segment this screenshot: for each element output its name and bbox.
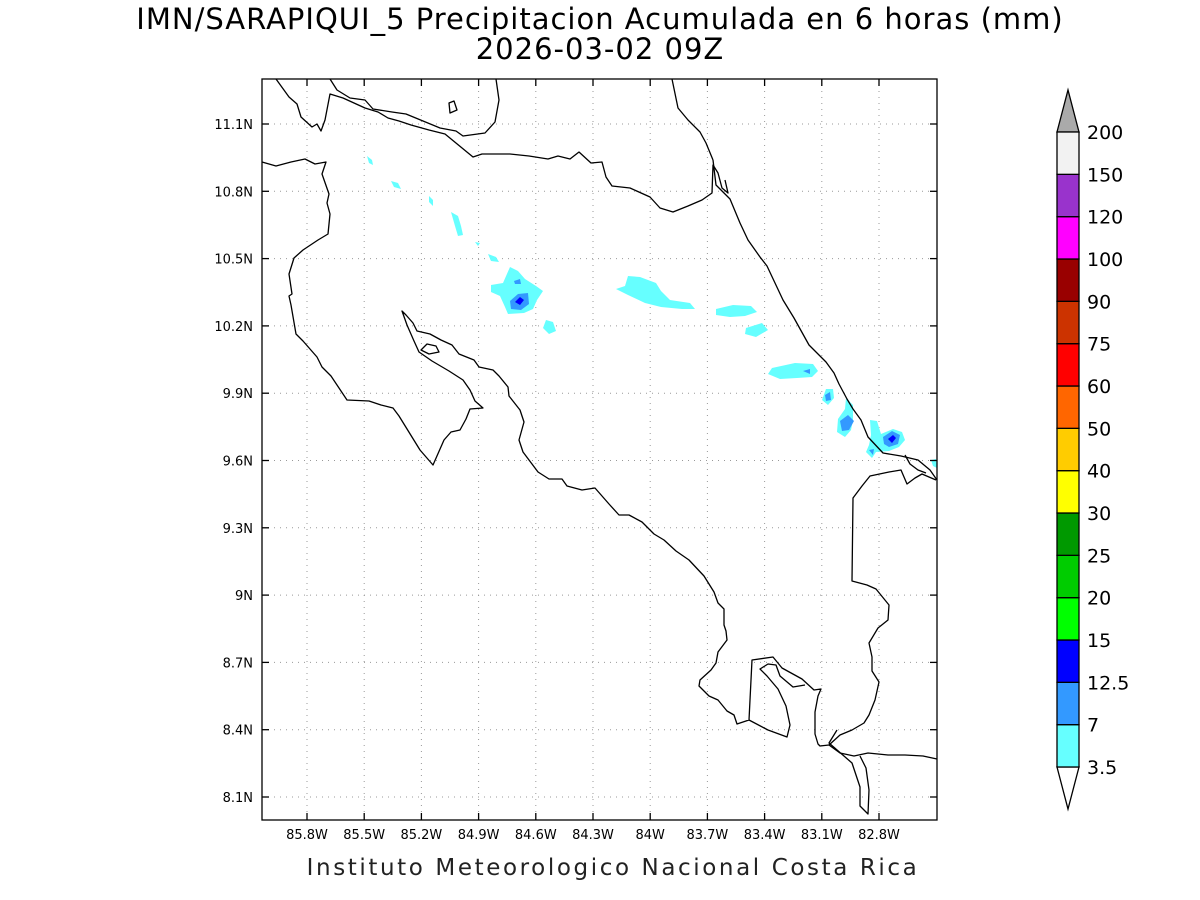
colorbar-label: 150 — [1087, 164, 1123, 186]
colorbar-label: 3.5 — [1087, 757, 1117, 779]
colorbar-swatch — [1056, 385, 1080, 429]
colorbar-max-arrow — [1056, 87, 1080, 133]
coastline — [261, 78, 938, 815]
lon-tick-label: 82.8W — [858, 828, 900, 843]
lon-tick-label: 83.7W — [686, 828, 728, 843]
lat-tick-label: 10.8N — [214, 185, 253, 200]
lat-tick-label: 8.4N — [223, 724, 253, 739]
lon-tick-label: 85.5W — [343, 828, 385, 843]
map-timestamp: 2026-03-02 09Z — [475, 32, 725, 66]
colorbar-label: 15 — [1087, 630, 1111, 652]
colorbar-swatch — [1056, 216, 1080, 260]
colorbar-swatch — [1056, 343, 1080, 387]
colorbar-label: 25 — [1087, 545, 1111, 567]
colorbar-label: 20 — [1087, 588, 1111, 610]
lat-tick-label: 9N — [235, 589, 253, 604]
lat-tick-label: 10.5N — [214, 253, 253, 268]
lon-tick-label: 84.3W — [572, 828, 614, 843]
map-frame — [261, 78, 938, 821]
colorbar-swatch — [1056, 512, 1080, 556]
colorbar-label: 60 — [1087, 376, 1111, 398]
lon-tick-label: 83.1W — [801, 828, 843, 843]
lat-tick-label: 9.9N — [223, 387, 253, 402]
colorbar-swatch — [1056, 427, 1080, 472]
colorbar-swatch — [1056, 597, 1080, 641]
colorbar-swatch — [1056, 639, 1080, 683]
lon-tick-label: 83.4W — [744, 828, 786, 843]
lat-tick-label: 8.1N — [223, 791, 253, 806]
colorbar-min-arrow — [1056, 766, 1080, 812]
colorbar-swatch — [1056, 724, 1080, 768]
lat-tick-label: 10.2N — [214, 320, 253, 335]
colorbar-label: 75 — [1087, 334, 1111, 356]
colorbar-swatch — [1056, 258, 1080, 302]
colorbar: 3.5 7 12.5 15 20 25 30 40 50 60 75 90 100 120 150 200 — [1056, 87, 1129, 812]
colorbar-label: 40 — [1087, 461, 1111, 483]
lon-tick-label: 84W — [635, 828, 665, 843]
colorbar-label: 7 — [1087, 715, 1099, 737]
lat-tick-label: 8.7N — [223, 656, 253, 671]
map-grid — [262, 79, 937, 820]
colorbar-swatch — [1056, 300, 1080, 345]
colorbar-label: 100 — [1087, 249, 1123, 271]
colorbar-label: 200 — [1087, 122, 1123, 144]
colorbar-swatch — [1056, 554, 1080, 599]
lat-tick-label: 11.1N — [214, 118, 253, 133]
precipitation-contours — [367, 156, 937, 468]
colorbar-label: 120 — [1087, 207, 1123, 229]
lat-tick-label: 9.6N — [223, 455, 253, 470]
colorbar-label: 50 — [1087, 418, 1111, 440]
lon-tick-label: 85.8W — [286, 828, 328, 843]
lon-tick-label: 84.9W — [458, 828, 500, 843]
colorbar-label: 12.5 — [1087, 672, 1129, 694]
colorbar-swatch — [1056, 131, 1080, 175]
colorbar-swatch — [1056, 681, 1080, 726]
lat-tick-label: 9.3N — [223, 522, 253, 537]
precip-medium — [510, 279, 900, 455]
map-title: IMN/SARAPIQUI_5 Precipitacion Acumulada … — [136, 2, 1064, 36]
colorbar-label: 90 — [1087, 291, 1111, 313]
colorbar-swatch — [1056, 470, 1080, 514]
map-axes: 85.8W 85.5W 85.2W 84.9W 84.6W 84.3W 84W 83.7W 83… — [214, 79, 937, 843]
precip-heavy — [515, 297, 896, 443]
lon-tick-label: 85.2W — [400, 828, 442, 843]
colorbar-swatch — [1056, 173, 1080, 218]
colorbar-label: 30 — [1087, 503, 1111, 525]
lon-tick-label: 84.6W — [515, 828, 557, 843]
footer-credit: Instituto Meteorologico Nacional Costa R… — [306, 855, 920, 881]
